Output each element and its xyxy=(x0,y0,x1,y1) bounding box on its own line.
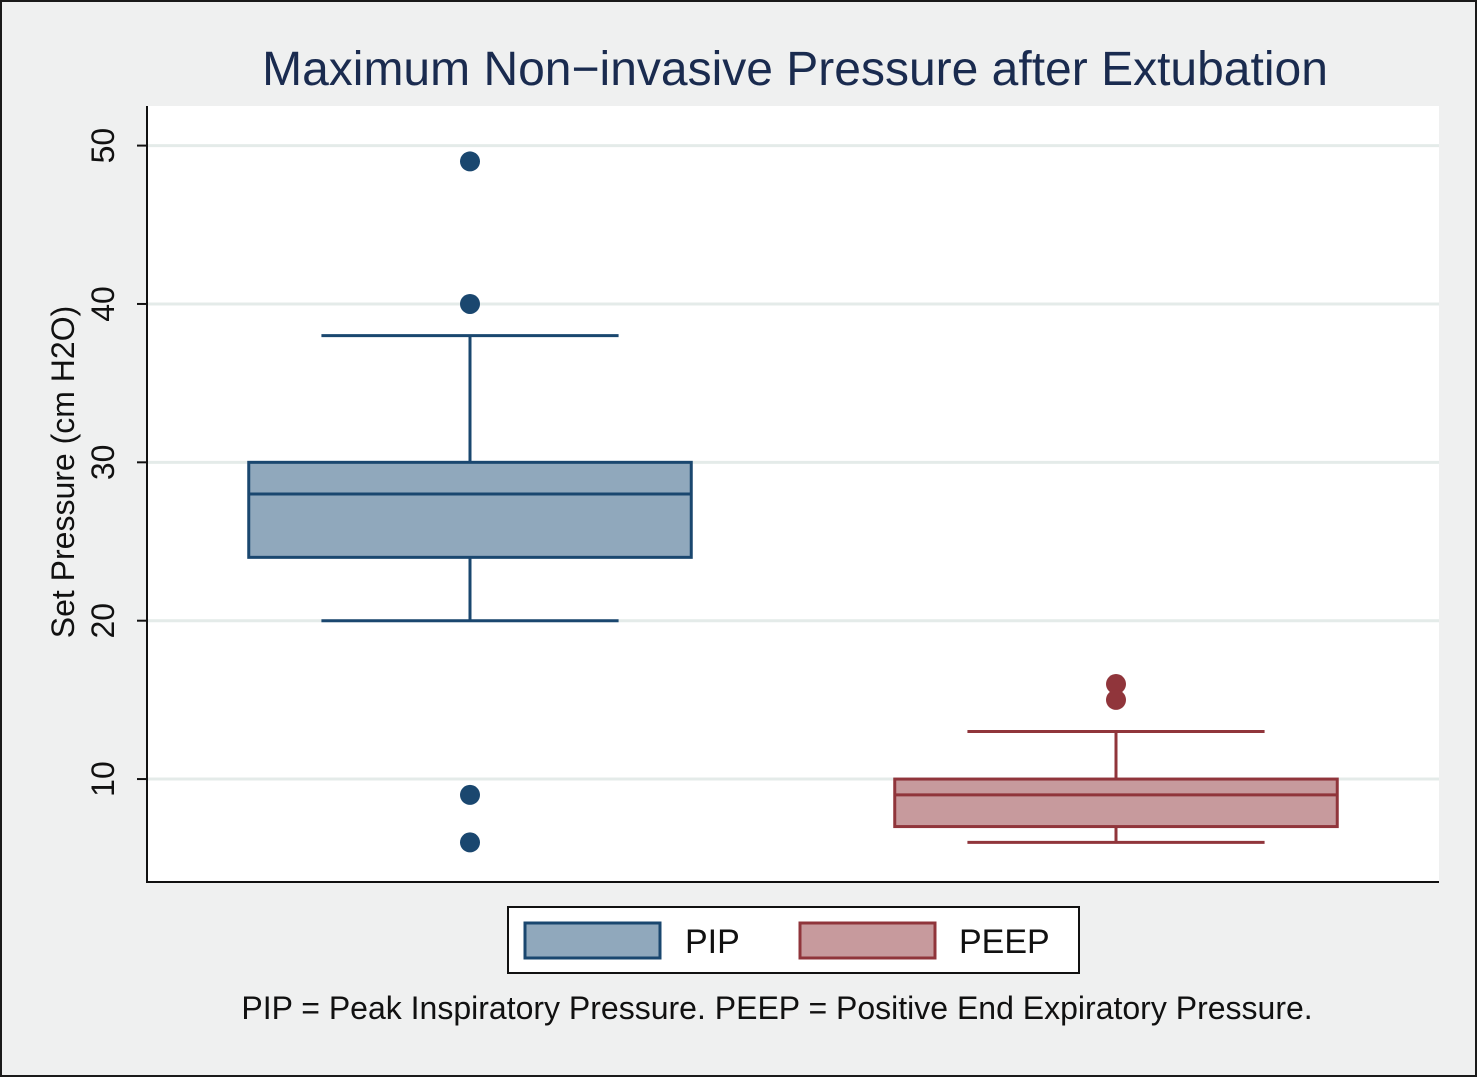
boxes xyxy=(247,151,1339,853)
box-pip xyxy=(247,151,693,853)
y-axis-label: Set Pressure (cm H2O) xyxy=(45,306,81,639)
y-tick-label: 10 xyxy=(85,761,121,797)
chart-note: PIP = Peak Inspiratory Pressure. PEEP = … xyxy=(241,990,1312,1026)
iqr-box xyxy=(893,777,1339,829)
outlier-point xyxy=(460,832,480,853)
y-tick-label: 50 xyxy=(85,128,121,164)
outlier-point xyxy=(460,293,480,314)
chart-title: Maximum Non−invasive Pressure after Extu… xyxy=(262,43,1328,96)
legend-label-peep: PEEP xyxy=(959,923,1050,961)
legend-swatch-peep xyxy=(798,921,937,960)
outlier-point xyxy=(1106,674,1126,695)
legend: PIP PEEP xyxy=(507,906,1080,974)
box-peep xyxy=(893,674,1339,844)
outlier-point xyxy=(1106,689,1126,710)
iqr-box xyxy=(247,460,693,559)
y-tick-label: 20 xyxy=(85,603,121,639)
y-axis: 10 20 30 40 50 xyxy=(85,106,1439,883)
legend-swatch-pip xyxy=(523,921,662,960)
legend-label-pip: PIP xyxy=(685,923,740,961)
outlier-point xyxy=(460,151,480,172)
outlier-point xyxy=(460,784,480,805)
y-tick-label: 40 xyxy=(85,286,121,322)
y-tick-label: 30 xyxy=(85,445,121,481)
